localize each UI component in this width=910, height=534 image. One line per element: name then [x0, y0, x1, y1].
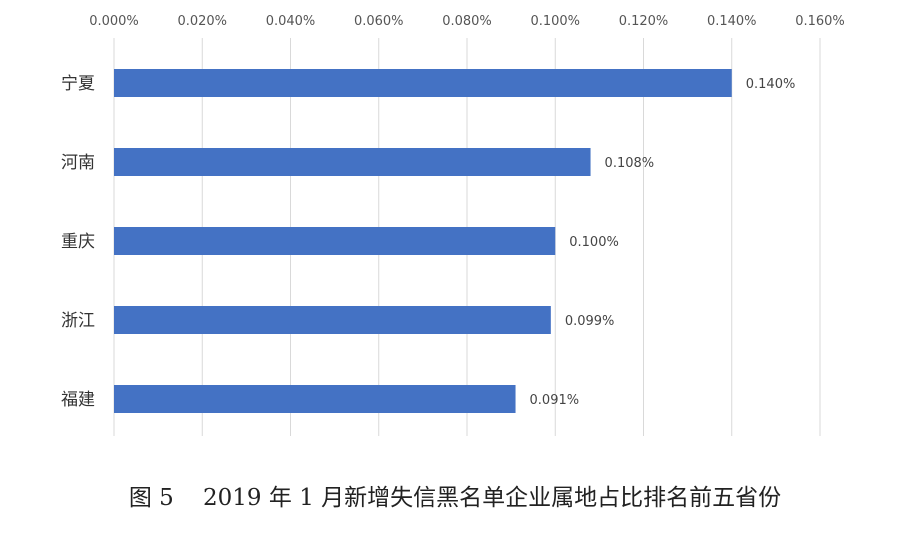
- category-label: 福建: [61, 390, 95, 410]
- data-label: 0.108%: [605, 156, 655, 171]
- bars: [114, 69, 732, 413]
- x-tick-label: 0.140%: [707, 14, 757, 29]
- category-label: 河南: [61, 153, 95, 173]
- x-tick-label: 0.120%: [619, 14, 669, 29]
- data-label: 0.140%: [746, 77, 796, 92]
- category-label: 宁夏: [61, 74, 95, 94]
- x-axis-ticks: 0.000% 0.020% 0.040% 0.060% 0.080% 0.100% 0.12…: [89, 14, 845, 29]
- bar-chart: 0.000% 0.020% 0.040% 0.060% 0.080% 0.100% 0.12…: [61, 14, 845, 436]
- x-tick-label: 0.100%: [530, 14, 580, 29]
- bar: [114, 148, 591, 176]
- x-tick-label: 0.060%: [354, 14, 404, 29]
- bar: [114, 306, 551, 334]
- x-tick-label: 0.000%: [89, 14, 139, 29]
- bar: [114, 69, 732, 97]
- x-tick-label: 0.040%: [266, 14, 316, 29]
- data-labels: 0.140% 0.108% 0.100% 0.099% 0.091%: [530, 77, 796, 408]
- x-tick-label: 0.080%: [442, 14, 492, 29]
- bar: [114, 227, 556, 255]
- x-tick-label: 0.160%: [795, 14, 845, 29]
- data-label: 0.099%: [565, 314, 615, 329]
- data-label: 0.091%: [530, 393, 580, 408]
- bar: [114, 385, 516, 413]
- category-label: 重庆: [61, 232, 95, 252]
- category-label: 浙江: [61, 311, 95, 331]
- data-label: 0.100%: [569, 235, 619, 250]
- figure-caption: 图 5 2019 年 1 月新增失信黑名单企业属地占比排名前五省份: [128, 485, 782, 511]
- x-tick-label: 0.020%: [177, 14, 227, 29]
